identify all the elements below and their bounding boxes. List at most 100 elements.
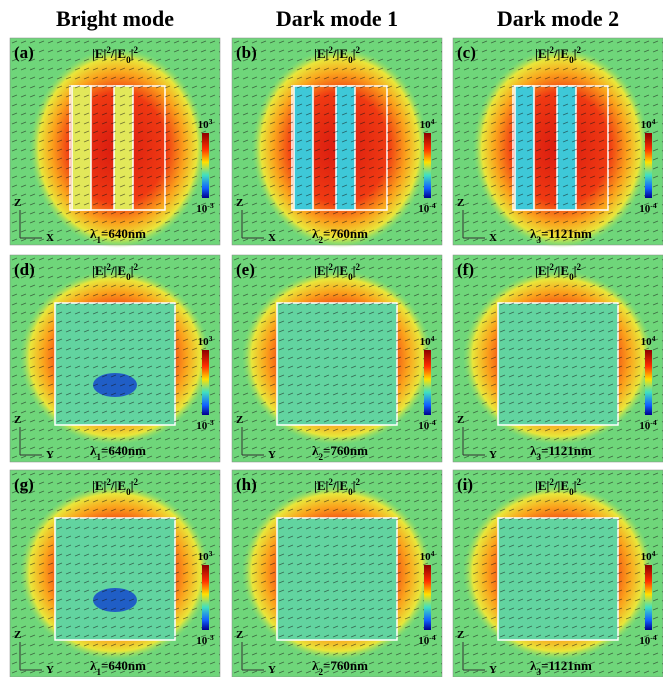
- field-label-part: 2: [576, 477, 581, 487]
- colorbar-min-part: -4: [429, 201, 436, 210]
- field-label-part: 2: [355, 262, 360, 272]
- colorbar: [424, 133, 431, 198]
- colorbar-max-part: 3: [209, 334, 213, 343]
- colorbar-min-part: -3: [207, 633, 214, 642]
- field-label-part: /|E: [553, 478, 569, 493]
- colorbar-max-part: 10: [198, 119, 210, 131]
- colorbar-max-part: 4: [431, 334, 435, 343]
- field-label-part: 2: [133, 45, 138, 55]
- colorbar-max-part: 4: [652, 549, 656, 558]
- field-label-part: /|E: [332, 263, 348, 278]
- field-label-part: |E|: [535, 46, 549, 61]
- colorbar-min-part: 10: [639, 420, 651, 432]
- field-label-part: 2: [355, 477, 360, 487]
- panel: (c)|E|2/|E0|210410-4ZXλ3=1121nm: [453, 38, 663, 248]
- field-label-part: 2: [133, 477, 138, 487]
- colorbar-max-part: 10: [420, 119, 432, 131]
- colorbar-min-part: 10: [418, 635, 430, 647]
- colorbar-max-part: 10: [420, 336, 432, 348]
- axis-label: Z: [236, 414, 243, 426]
- colorbar-min-part: 10: [196, 635, 208, 647]
- axis-label: Z: [14, 197, 21, 209]
- vector-field: [10, 255, 220, 462]
- colorbar-min-part: 10: [196, 203, 208, 215]
- axis-label: Y: [489, 664, 497, 676]
- figure: Bright mode Dark mode 1 Dark mode 2 (a) |E| 2…: [0, 0, 663, 677]
- axis-label: Z: [14, 629, 21, 641]
- wavelength-part: =1121nm: [541, 443, 592, 458]
- panel-label: (e): [236, 260, 255, 279]
- axis-label: Y: [268, 449, 276, 461]
- column-title: Bright mode: [56, 6, 174, 31]
- colorbar-min-part: -3: [207, 418, 214, 427]
- field-label-part: 2: [133, 262, 138, 272]
- axis-label: Y: [489, 449, 497, 461]
- field-label-part: /|E: [110, 46, 126, 61]
- colorbar-max-part: 3: [209, 549, 213, 558]
- field-label-part: /|E: [110, 478, 126, 493]
- colorbar-max-part: 3: [209, 117, 213, 126]
- colorbar-min-part: 10: [639, 635, 651, 647]
- colorbar-min-part: 10: [418, 203, 430, 215]
- colorbar-max-part: 10: [641, 551, 653, 563]
- axis-label: Z: [14, 414, 21, 426]
- panel-label: (d): [14, 260, 35, 279]
- field-label-part: |E|: [92, 46, 106, 61]
- axis-label: Y: [46, 449, 54, 461]
- colorbar-min-part: 10: [418, 420, 430, 432]
- colorbar-max-part: 4: [431, 549, 435, 558]
- panel-label: (a): [14, 43, 34, 62]
- colorbar: [645, 565, 652, 630]
- panel: (a)|E|2/|E0|210310-3ZXλ1=640nm: [10, 38, 220, 248]
- colorbar-max-part: 4: [652, 117, 656, 126]
- panel-label: (b): [236, 43, 257, 62]
- panel: (e)|E|2/|E0|210410-4ZYλ2=760nm: [232, 255, 442, 462]
- vector-field: [232, 255, 442, 462]
- colorbar: [424, 350, 431, 415]
- axis-label: Z: [236, 629, 243, 641]
- colorbar-min-part: -4: [650, 201, 657, 210]
- colorbar-max-part: 4: [431, 117, 435, 126]
- vector-field: [453, 470, 663, 677]
- wavelength-part: =760nm: [323, 443, 368, 458]
- field-label-part: 2: [576, 45, 581, 55]
- axis-label: Z: [236, 197, 243, 209]
- vector-field: [10, 470, 220, 677]
- colorbar-min-part: 10: [639, 203, 651, 215]
- field-label-part: /|E: [553, 46, 569, 61]
- wavelength-part: =640nm: [101, 226, 146, 241]
- panel: (i)|E|2/|E0|210410-4ZYλ3=1121nm: [453, 470, 663, 677]
- wavelength-part: =760nm: [323, 658, 368, 673]
- colorbar-min-part: -4: [429, 633, 436, 642]
- field-label-part: |E|: [92, 263, 106, 278]
- axis-label: Z: [457, 629, 464, 641]
- colorbar-max-part: 10: [198, 336, 210, 348]
- vector-field: [453, 255, 663, 462]
- field-label-part: /|E: [332, 478, 348, 493]
- colorbar: [202, 133, 209, 198]
- field-label-part: 2: [576, 262, 581, 272]
- axis-label: X: [46, 232, 54, 244]
- panel: (b)|E|2/|E0|210410-4ZXλ2=760nm: [232, 38, 442, 248]
- field-label-part: |E|: [314, 263, 328, 278]
- colorbar-min-part: -4: [429, 418, 436, 427]
- colorbar-max-part: 10: [420, 551, 432, 563]
- field-label-part: /|E: [332, 46, 348, 61]
- vector-field: [232, 470, 442, 677]
- axis-label: Y: [46, 664, 54, 676]
- panel-label: (f): [457, 260, 474, 279]
- colorbar: [645, 133, 652, 198]
- colorbar: [424, 565, 431, 630]
- colorbar: [202, 565, 209, 630]
- column-title: Dark mode 2: [497, 6, 619, 31]
- wavelength-part: =1121nm: [541, 226, 592, 241]
- column-title: Dark mode 1: [276, 6, 398, 31]
- panel: (h)|E|2/|E0|210410-4ZYλ2=760nm: [232, 470, 442, 677]
- vector-field: [10, 38, 220, 245]
- colorbar-max-part: 4: [652, 334, 656, 343]
- axis-label: Z: [457, 197, 464, 209]
- axis-label: Z: [457, 414, 464, 426]
- colorbar-max-part: 10: [198, 551, 210, 563]
